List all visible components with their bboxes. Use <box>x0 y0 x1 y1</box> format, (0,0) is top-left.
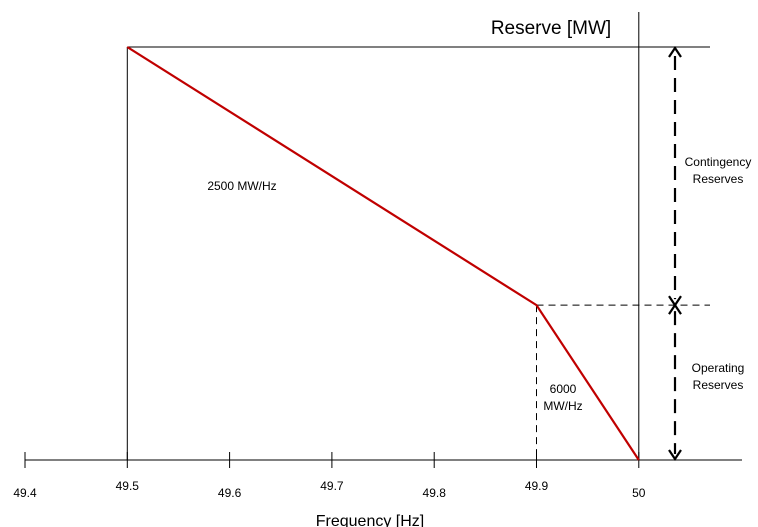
x-tick-label: 49.4 <box>13 486 37 500</box>
slope-label-lower-line2: MW/Hz <box>543 399 582 413</box>
operating-label-line2: Reserves <box>693 378 744 392</box>
slope-label-upper: 2500 MW/Hz <box>207 179 276 193</box>
chart-frame <box>25 12 742 461</box>
series-layer <box>126 46 640 461</box>
x-tick-label: 49.6 <box>218 486 242 500</box>
x-axis-ticks: 49.4 49.5 49.6 49.7 49.8 49.9 50 <box>13 452 646 500</box>
reserve-arrows <box>668 46 682 461</box>
x-tick-label: 49.8 <box>423 486 447 500</box>
arrowhead-mid-up <box>668 303 682 315</box>
x-tick-label: 49.7 <box>320 479 344 493</box>
x-tick-label: 49.9 <box>525 479 549 493</box>
arrowhead-top <box>668 46 682 58</box>
x-axis-title: Frequency [Hz] <box>316 513 424 527</box>
x-tick-label: 49.5 <box>116 479 140 493</box>
x-tick-label: 50 <box>632 486 646 500</box>
contingency-label-line2: Reserves <box>693 172 744 186</box>
operating-label-line1: Operating <box>692 361 745 375</box>
y-axis-title: Reserve [MW] <box>491 18 611 39</box>
arrowhead-bottom <box>668 449 682 461</box>
contingency-label-line1: Contingency <box>685 155 752 169</box>
slope-label-lower-line1: 6000 <box>550 382 577 396</box>
